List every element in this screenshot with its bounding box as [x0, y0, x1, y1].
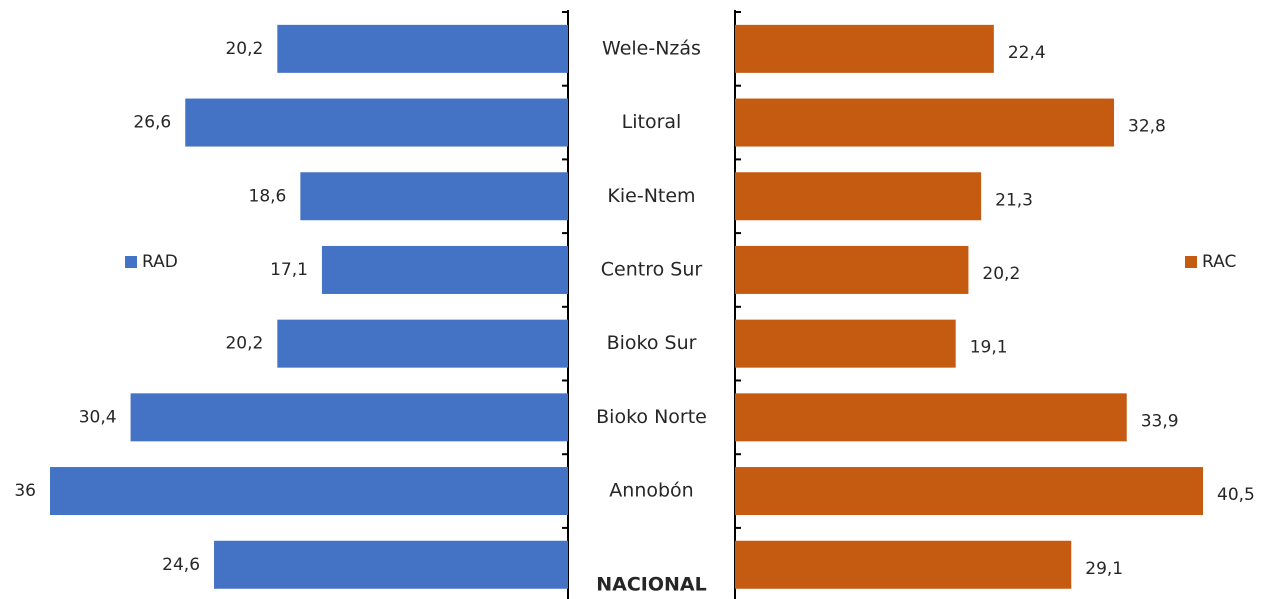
data-label: 32,8 — [1128, 117, 1166, 137]
category-label: Wele-Nzás — [602, 37, 701, 59]
data-label: 18,6 — [249, 186, 287, 206]
bar — [277, 319, 568, 368]
data-label: 20,2 — [982, 264, 1020, 284]
data-label: 26,6 — [133, 113, 171, 133]
bar — [735, 393, 1127, 442]
data-label: 33,9 — [1141, 411, 1179, 431]
data-label: 36 — [14, 481, 36, 501]
bar — [735, 245, 969, 294]
bar — [735, 540, 1072, 589]
legend-swatch — [125, 256, 137, 268]
data-label: 19,1 — [970, 338, 1008, 358]
legend-swatch — [1185, 256, 1197, 268]
data-label: 29,1 — [1085, 559, 1123, 579]
bar — [735, 24, 994, 73]
data-label: 20,2 — [225, 334, 263, 354]
bar — [735, 319, 956, 368]
bar — [321, 245, 568, 294]
legend-label: RAD — [142, 252, 178, 272]
bar — [214, 540, 569, 589]
bar — [735, 98, 1115, 147]
bar — [185, 98, 568, 147]
category-label: Bioko Norte — [596, 406, 707, 428]
data-label: 40,5 — [1217, 485, 1255, 505]
data-label: 17,1 — [270, 260, 308, 280]
bar — [735, 467, 1203, 516]
category-label: Centro Sur — [601, 258, 703, 280]
bar — [277, 24, 568, 73]
data-label: 21,3 — [995, 190, 1033, 210]
bar — [735, 172, 982, 221]
bar — [130, 393, 569, 442]
category-label: Kie-Ntem — [607, 185, 695, 207]
category-label: Annobón — [609, 480, 693, 502]
data-label: 20,2 — [225, 39, 263, 59]
data-label: 24,6 — [162, 555, 200, 575]
bar — [50, 467, 568, 516]
category-label: Litoral — [622, 111, 682, 133]
bar — [300, 172, 568, 221]
legend-label: RAC — [1202, 252, 1236, 272]
data-label: 30,4 — [79, 407, 117, 427]
category-label: NACIONAL — [596, 574, 706, 596]
data-label: 22,4 — [1008, 43, 1046, 63]
category-label: Bioko Sur — [607, 332, 697, 354]
